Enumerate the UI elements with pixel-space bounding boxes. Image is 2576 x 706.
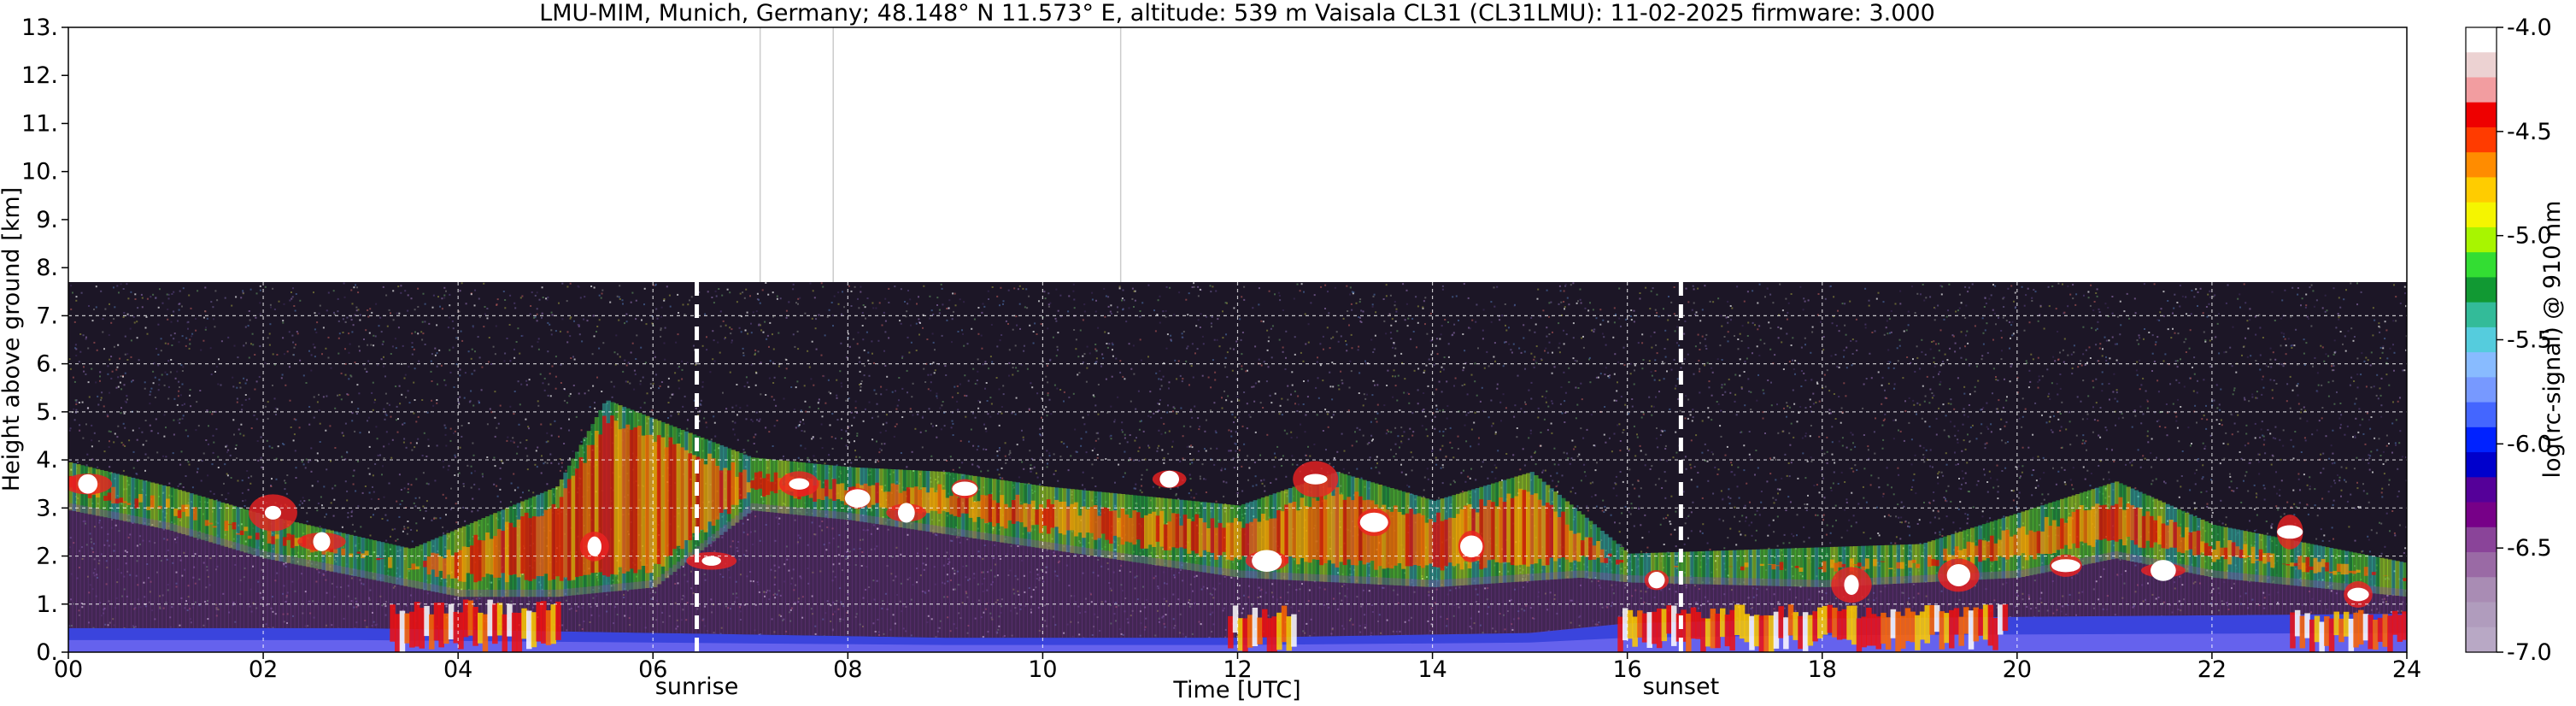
colorbar-segment — [2466, 302, 2497, 328]
colorbar-segment — [2466, 577, 2497, 603]
colorbar-segment — [2466, 627, 2497, 653]
colorbar-segment — [2466, 177, 2497, 203]
sun-events: sunrise sunset — [655, 282, 1719, 700]
colorbar-segment — [2466, 402, 2497, 428]
x-tick-label: 16 — [1612, 656, 1641, 683]
x-tick-label: 00 — [54, 656, 83, 683]
colorbar-segment — [2466, 502, 2497, 528]
y-tick-label: 6. — [36, 351, 58, 378]
colorbar-tick-label: -7.0 — [2507, 639, 2552, 666]
y-tick-label: 2. — [36, 544, 58, 570]
x-tick-label: 08 — [833, 656, 862, 683]
y-tick-label: 5. — [36, 399, 58, 426]
aerosol-strips — [68, 400, 2407, 638]
colorbar: -4.0 -4.5 -5.0 -5.5 -6.0 -6.5 -7.0 — [2465, 15, 2552, 666]
x-tick-label: 06 — [638, 656, 667, 683]
x-tick-label: 02 — [249, 656, 278, 683]
x-tick-label: 22 — [2198, 656, 2227, 683]
colorbar-segment — [2466, 552, 2497, 578]
y-axis-label: Height above ground [km] — [0, 187, 25, 491]
x-tick-label: 18 — [1808, 656, 1837, 683]
colorbar-segment — [2466, 527, 2497, 553]
colorbar-segment — [2466, 52, 2497, 79]
y-tick-label: 1. — [36, 591, 58, 618]
cloud-patches — [68, 461, 2373, 608]
colorbar-segment — [2466, 252, 2497, 278]
y-tick-label: 4. — [36, 447, 58, 474]
colorbar-segment — [2466, 477, 2497, 503]
x-tick-label: 04 — [443, 656, 472, 683]
x-tick-label: 12 — [1223, 656, 1252, 683]
event-label-sunset: sunset — [1643, 674, 1720, 700]
colorbar-segment — [2466, 152, 2497, 179]
x-tick-label: 20 — [2003, 656, 2032, 683]
colorbar-segment — [2466, 277, 2497, 303]
colorbar-segment — [2466, 27, 2497, 53]
colorbar-tick-label: -5.0 — [2507, 223, 2552, 250]
y-tick-label: 10. — [21, 159, 58, 185]
x-axis-ticks: 00 02 04 06 08 10 12 14 16 18 20 22 24 — [54, 652, 2421, 683]
colorbar-segment — [2466, 202, 2497, 228]
colorbar-tick-label: -6.5 — [2507, 535, 2552, 562]
colorbar-segment — [2466, 377, 2497, 403]
colorbar-tick-label: -5.5 — [2507, 327, 2552, 354]
x-tick-label: 10 — [1028, 656, 1057, 683]
x-tick-label: 14 — [1417, 656, 1446, 683]
y-tick-label: 0. — [36, 639, 58, 666]
colorbar-segment — [2466, 126, 2497, 153]
colorbar-segment — [2466, 102, 2497, 128]
colorbar-segment — [2466, 452, 2497, 478]
x-tick-label: 24 — [2392, 656, 2421, 683]
colorbar-segment — [2466, 427, 2497, 453]
dense-surface-layer — [390, 599, 2407, 652]
event-label-sunrise: sunrise — [655, 674, 739, 700]
colorbar-segment — [2466, 77, 2497, 103]
colorbar-segment — [2466, 602, 2497, 628]
x-axis-label: Time [UTC] — [1172, 677, 1300, 703]
y-axis-ticks: 0. 1. 2. 3. 4. 5. 6. 7. 8. 9. 10. 11. 12. 13. — [21, 15, 68, 666]
colorbar-label: log(rc-signal) @ 910 nm — [2539, 201, 2566, 479]
y-tick-label: 9. — [36, 207, 58, 233]
colorbar-tick-label: -4.0 — [2507, 15, 2552, 41]
colorbar-segment — [2466, 352, 2497, 378]
y-tick-label: 7. — [36, 303, 58, 329]
y-tick-label: 13. — [21, 15, 58, 41]
y-tick-label: 12. — [21, 62, 58, 89]
y-tick-label: 11. — [21, 110, 58, 137]
y-tick-label: 8. — [36, 255, 58, 281]
grid — [68, 27, 2407, 652]
colorbar-segment — [2466, 327, 2497, 353]
y-tick-label: 3. — [36, 495, 58, 521]
colorbar-segment — [2466, 227, 2497, 253]
chart-title: LMU-MIM, Munich, Germany; 48.148° N 11.5… — [539, 0, 1935, 26]
colorbar-tick-label: -6.0 — [2507, 431, 2552, 457]
colorbar-tick-label: -4.5 — [2507, 119, 2552, 145]
